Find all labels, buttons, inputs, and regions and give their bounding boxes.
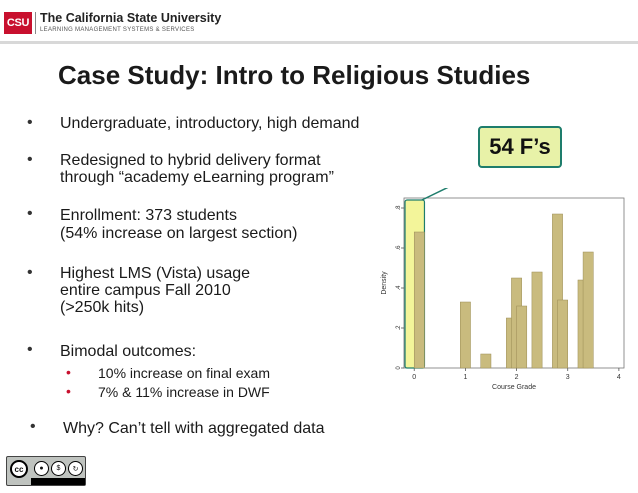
bullet-marker: • bbox=[27, 205, 33, 222]
sub-bullet-marker: • bbox=[66, 383, 71, 399]
y-tick-label: .8 bbox=[396, 205, 402, 211]
y-axis-title: Density bbox=[381, 271, 388, 295]
bullet-text: entire campus Fall 2010 bbox=[60, 282, 231, 299]
x-tick-label: 2 bbox=[515, 374, 519, 381]
bullet-text: (54% increase on largest section) bbox=[60, 225, 298, 242]
bullet-text: Bimodal outcomes: bbox=[60, 343, 197, 360]
x-tick-label: 3 bbox=[566, 374, 570, 381]
sub-bullet-text: 10% increase on final exam bbox=[98, 365, 270, 381]
bullet-marker: • bbox=[27, 151, 33, 168]
creative-commons-badge: cc ● $ ↻ bbox=[6, 456, 86, 486]
histogram-bar bbox=[516, 305, 528, 369]
cc-icon: cc bbox=[10, 460, 28, 478]
bullet-text: Highest LMS (Vista) usage bbox=[60, 265, 251, 282]
sub-bullet-text: 7% & 11% increase in DWF bbox=[98, 384, 270, 400]
histogram-bar bbox=[582, 251, 594, 369]
histogram-bar bbox=[413, 231, 425, 369]
sharealike-icon: ↻ bbox=[68, 461, 83, 476]
sub-bullet-marker: • bbox=[66, 364, 71, 380]
histogram-bar bbox=[557, 299, 568, 369]
y-tick-label: .4 bbox=[396, 285, 402, 291]
bullet-text: Redesigned to hybrid delivery format bbox=[60, 152, 321, 169]
license-strip bbox=[31, 478, 85, 485]
x-tick-label: 0 bbox=[412, 374, 416, 381]
bullet-text: Why? Can’t tell with aggregated data bbox=[63, 420, 325, 437]
slide-title: Case Study: Intro to Religious Studies bbox=[58, 60, 531, 90]
y-tick-label: 0 bbox=[396, 366, 402, 370]
csu-logo: CSU bbox=[4, 12, 32, 34]
callout-pointer bbox=[421, 188, 449, 201]
callout-box: 54 F’s bbox=[478, 126, 562, 168]
grade-density-chart: 0 .2 .4 .6 .8 0 1 2 3 4 Course Grade Density bbox=[381, 188, 625, 391]
bullet-marker: • bbox=[27, 341, 33, 358]
y-tick-label: .2 bbox=[396, 325, 402, 331]
bullet-text: (>250k hits) bbox=[60, 299, 145, 316]
bullet-text: Undergraduate, introductory, high demand bbox=[60, 115, 360, 132]
organization-name: The California State University bbox=[40, 11, 222, 25]
bullet-text: Enrollment: 373 students bbox=[60, 207, 237, 224]
bullet-marker: • bbox=[30, 418, 36, 435]
histogram-bar bbox=[480, 353, 492, 369]
organization-subtitle: LEARNING MANAGEMENT SYSTEMS & SERVICES bbox=[40, 27, 195, 33]
bullet-marker: • bbox=[27, 114, 33, 131]
x-tick-label: 4 bbox=[617, 374, 621, 381]
histogram-bar bbox=[531, 271, 543, 369]
noncommercial-icon: $ bbox=[51, 461, 66, 476]
histogram-bar bbox=[460, 301, 471, 369]
attribution-icon: ● bbox=[34, 461, 49, 476]
header-band bbox=[0, 0, 638, 42]
x-axis-title: Course Grade bbox=[492, 384, 536, 391]
y-tick-label: .6 bbox=[396, 245, 402, 251]
logo-divider bbox=[35, 12, 36, 34]
x-tick-label: 1 bbox=[463, 374, 467, 381]
bullet-text: through “academy eLearning program” bbox=[60, 169, 334, 186]
bullet-marker: • bbox=[27, 264, 33, 281]
header-divider bbox=[0, 41, 638, 44]
